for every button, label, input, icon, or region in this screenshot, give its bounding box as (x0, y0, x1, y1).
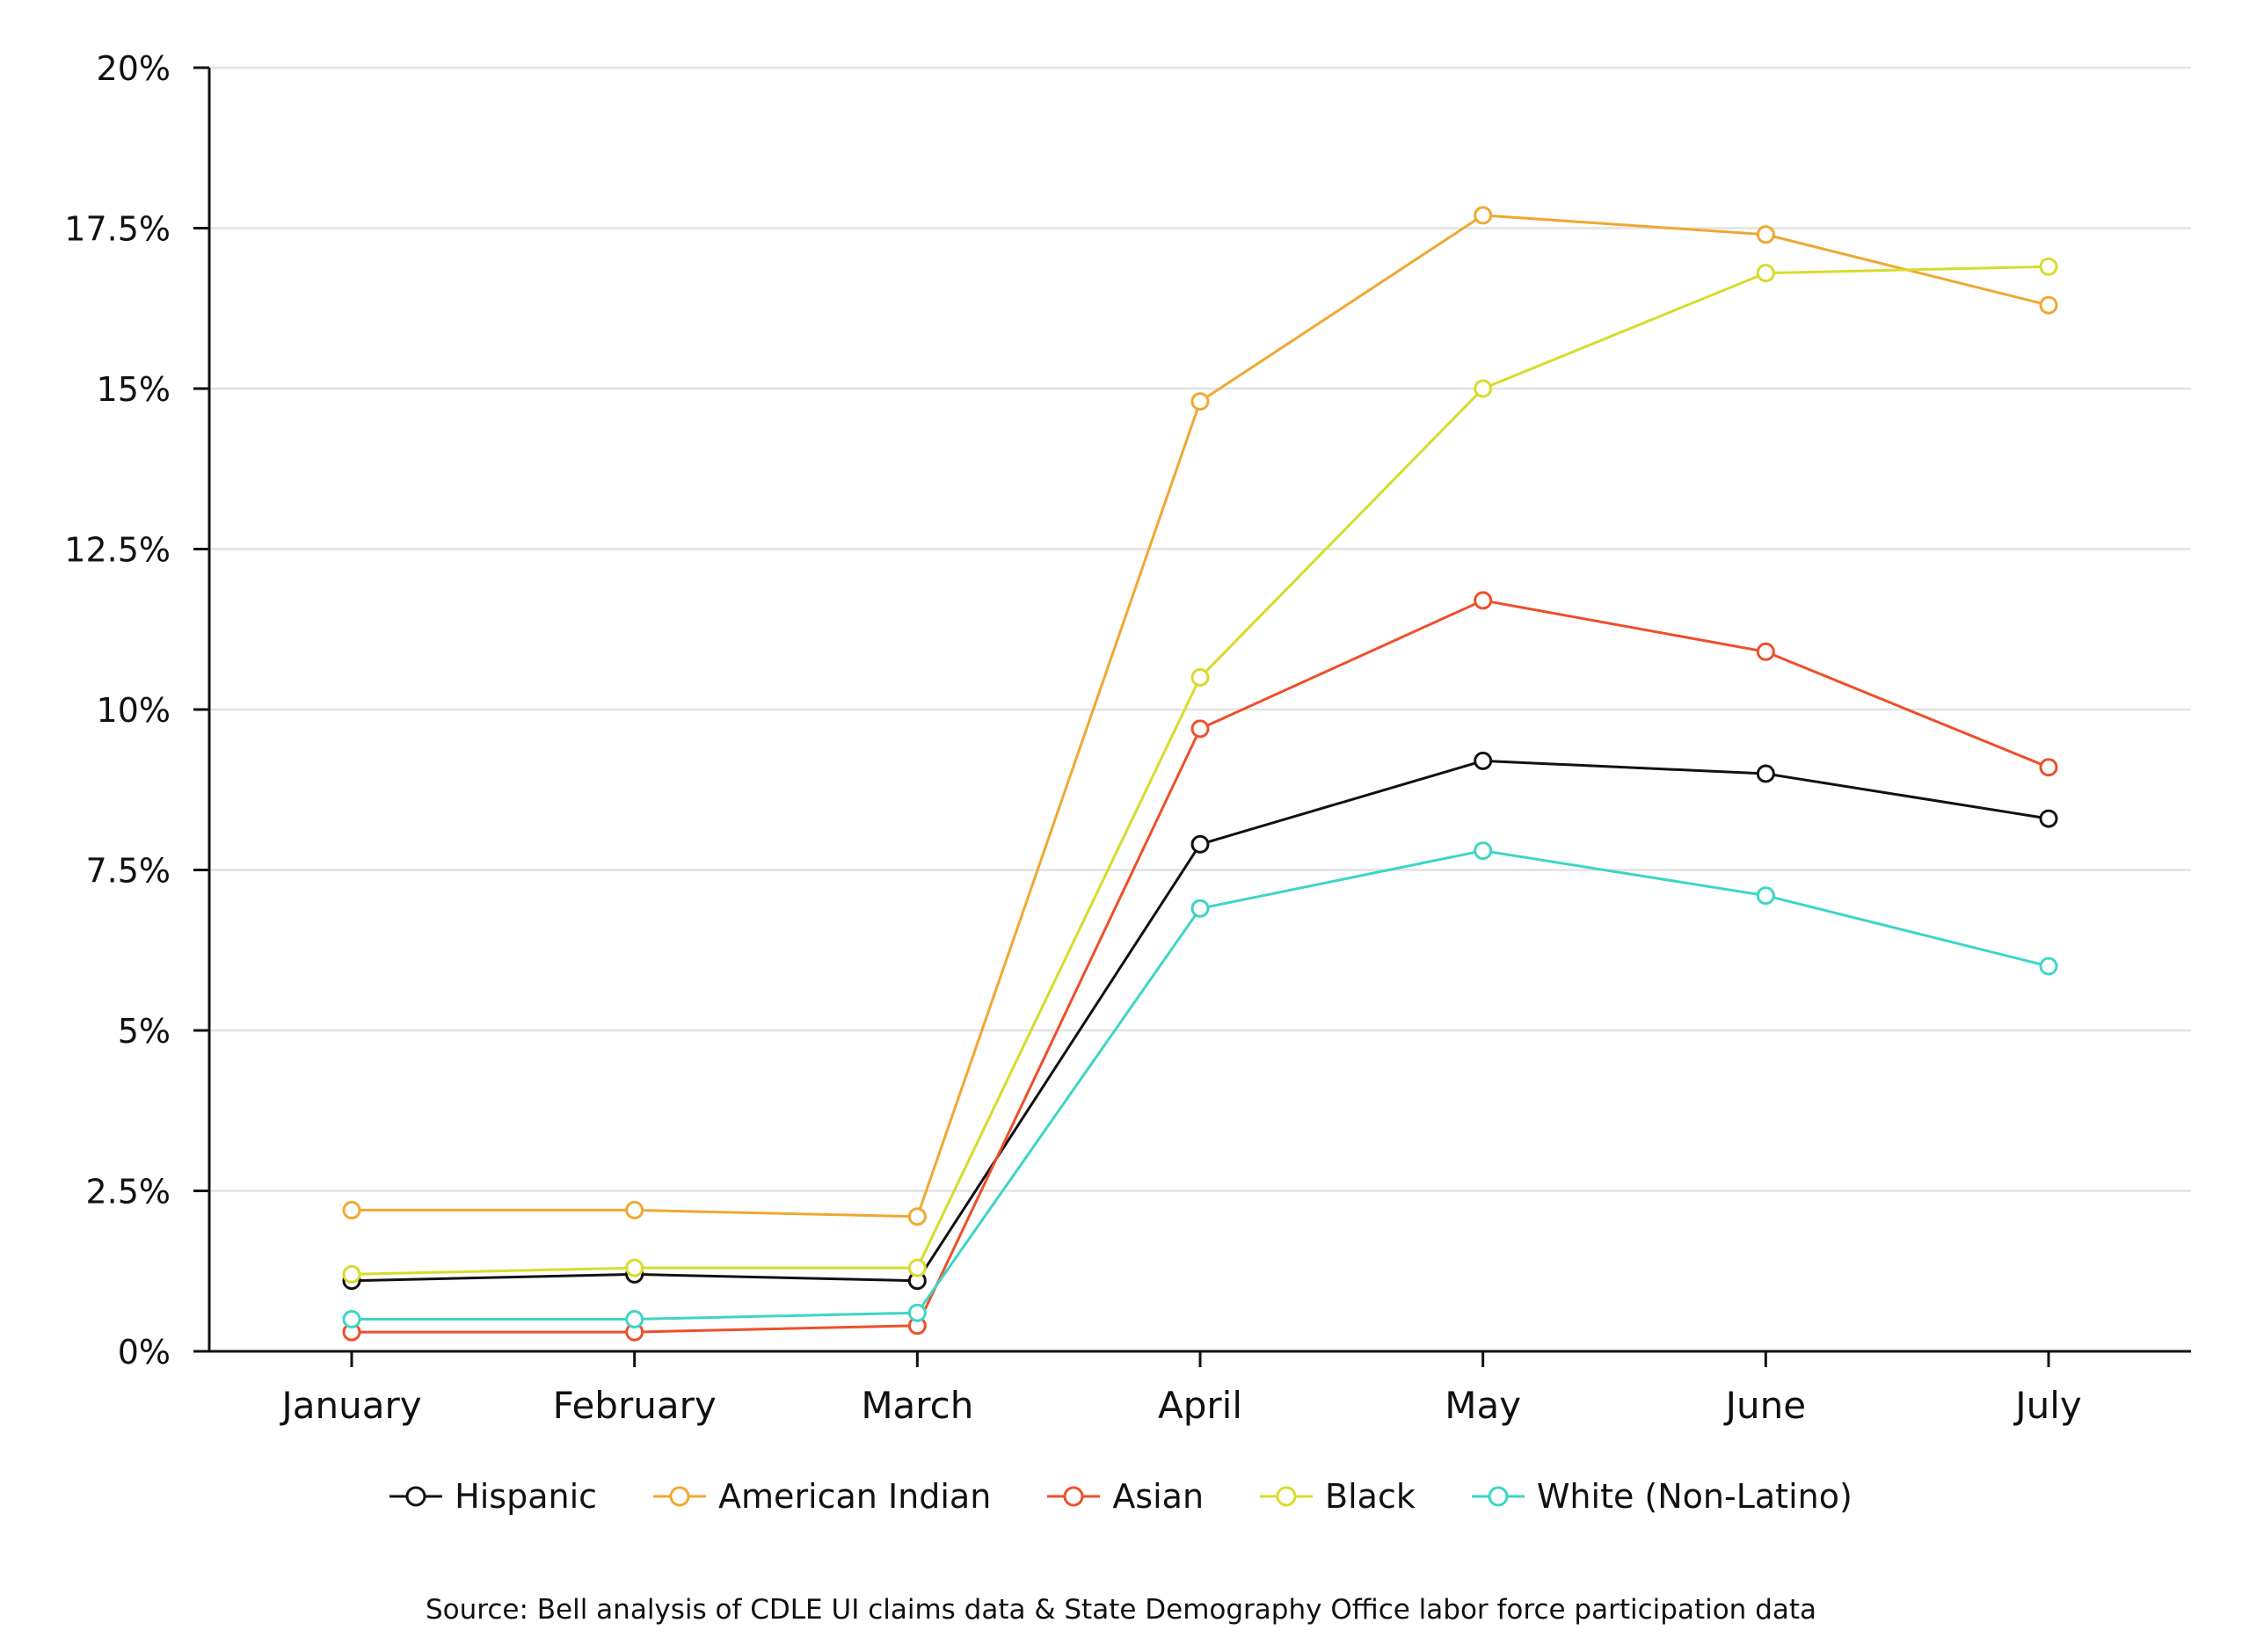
data-point (1190, 834, 1210, 854)
y-tick-label: 5% (118, 1012, 171, 1051)
data-point (2039, 257, 2058, 276)
data-point (625, 1200, 644, 1219)
legend-label: Hispanic (455, 1477, 598, 1516)
legend-marker-icon (1471, 1486, 1525, 1507)
y-tick-label: 15% (97, 370, 171, 409)
data-point (1190, 392, 1210, 411)
data-point (1474, 841, 1493, 861)
data-point (342, 1200, 361, 1219)
legend-label: Black (1325, 1477, 1416, 1516)
source-note: Source: Bell analysis of CDLE UI claims … (425, 1594, 1817, 1626)
x-tick-label: March (861, 1384, 973, 1427)
data-point (1756, 642, 1775, 661)
series-line (352, 214, 2049, 1219)
legend-item-asian: Asian (1047, 1477, 1204, 1516)
legend-item-white-non-latino: White (Non-Latino) (1471, 1477, 1853, 1516)
legend-marker-icon (653, 1486, 707, 1507)
legend-label: White (Non-Latino) (1536, 1477, 1853, 1516)
y-tick-label: 0% (118, 1333, 171, 1372)
data-point (2039, 957, 2058, 976)
data-point (1190, 668, 1210, 687)
legend: Hispanic American Indian Asian Black Whi… (0, 1477, 2242, 1516)
y-tick-label: 2.5% (85, 1173, 171, 1212)
x-tick-label: January (279, 1384, 421, 1427)
y-tick-label: 20% (97, 49, 171, 88)
data-point (1474, 591, 1493, 610)
data-point (1756, 264, 1775, 283)
data-point (907, 1207, 927, 1226)
legend-item-american-indian: American Indian (653, 1477, 991, 1516)
y-tick-label: 17.5% (64, 210, 171, 249)
data-point (1756, 225, 1775, 244)
y-tick-label: 10% (97, 691, 171, 730)
data-point (1190, 899, 1210, 918)
series-line (352, 849, 2049, 1321)
legend-marker-icon (1047, 1486, 1101, 1507)
data-point (1474, 751, 1493, 770)
x-tick-label: June (1723, 1384, 1806, 1427)
data-point (2039, 758, 2058, 777)
data-point (1190, 719, 1210, 739)
data-point (342, 1264, 361, 1284)
x-tick-label: May (1445, 1384, 1521, 1427)
data-point (1756, 886, 1775, 906)
data-point (625, 1310, 644, 1328)
legend-label: American Indian (718, 1477, 992, 1516)
y-tick-label: 7.5% (85, 852, 171, 891)
data-point (907, 1258, 927, 1277)
data-point (2039, 295, 2058, 315)
legend-marker-icon (389, 1486, 443, 1507)
legend-item-hispanic: Hispanic (389, 1477, 597, 1516)
x-tick-label: July (2013, 1384, 2082, 1427)
legend-item-black: Black (1260, 1477, 1416, 1516)
data-point (1756, 764, 1775, 783)
data-point (342, 1310, 361, 1328)
data-point (907, 1303, 927, 1322)
data-point (1474, 379, 1493, 398)
y-tick-label: 12.5% (64, 531, 171, 570)
legend-marker-icon (1260, 1486, 1314, 1507)
data-point (2039, 809, 2058, 828)
x-tick-label: April (1158, 1384, 1242, 1427)
data-point (1474, 206, 1493, 225)
x-tick-label: February (553, 1384, 717, 1427)
series-line (351, 265, 2049, 1276)
legend-label: Asian (1112, 1477, 1205, 1516)
data-point (625, 1258, 644, 1277)
